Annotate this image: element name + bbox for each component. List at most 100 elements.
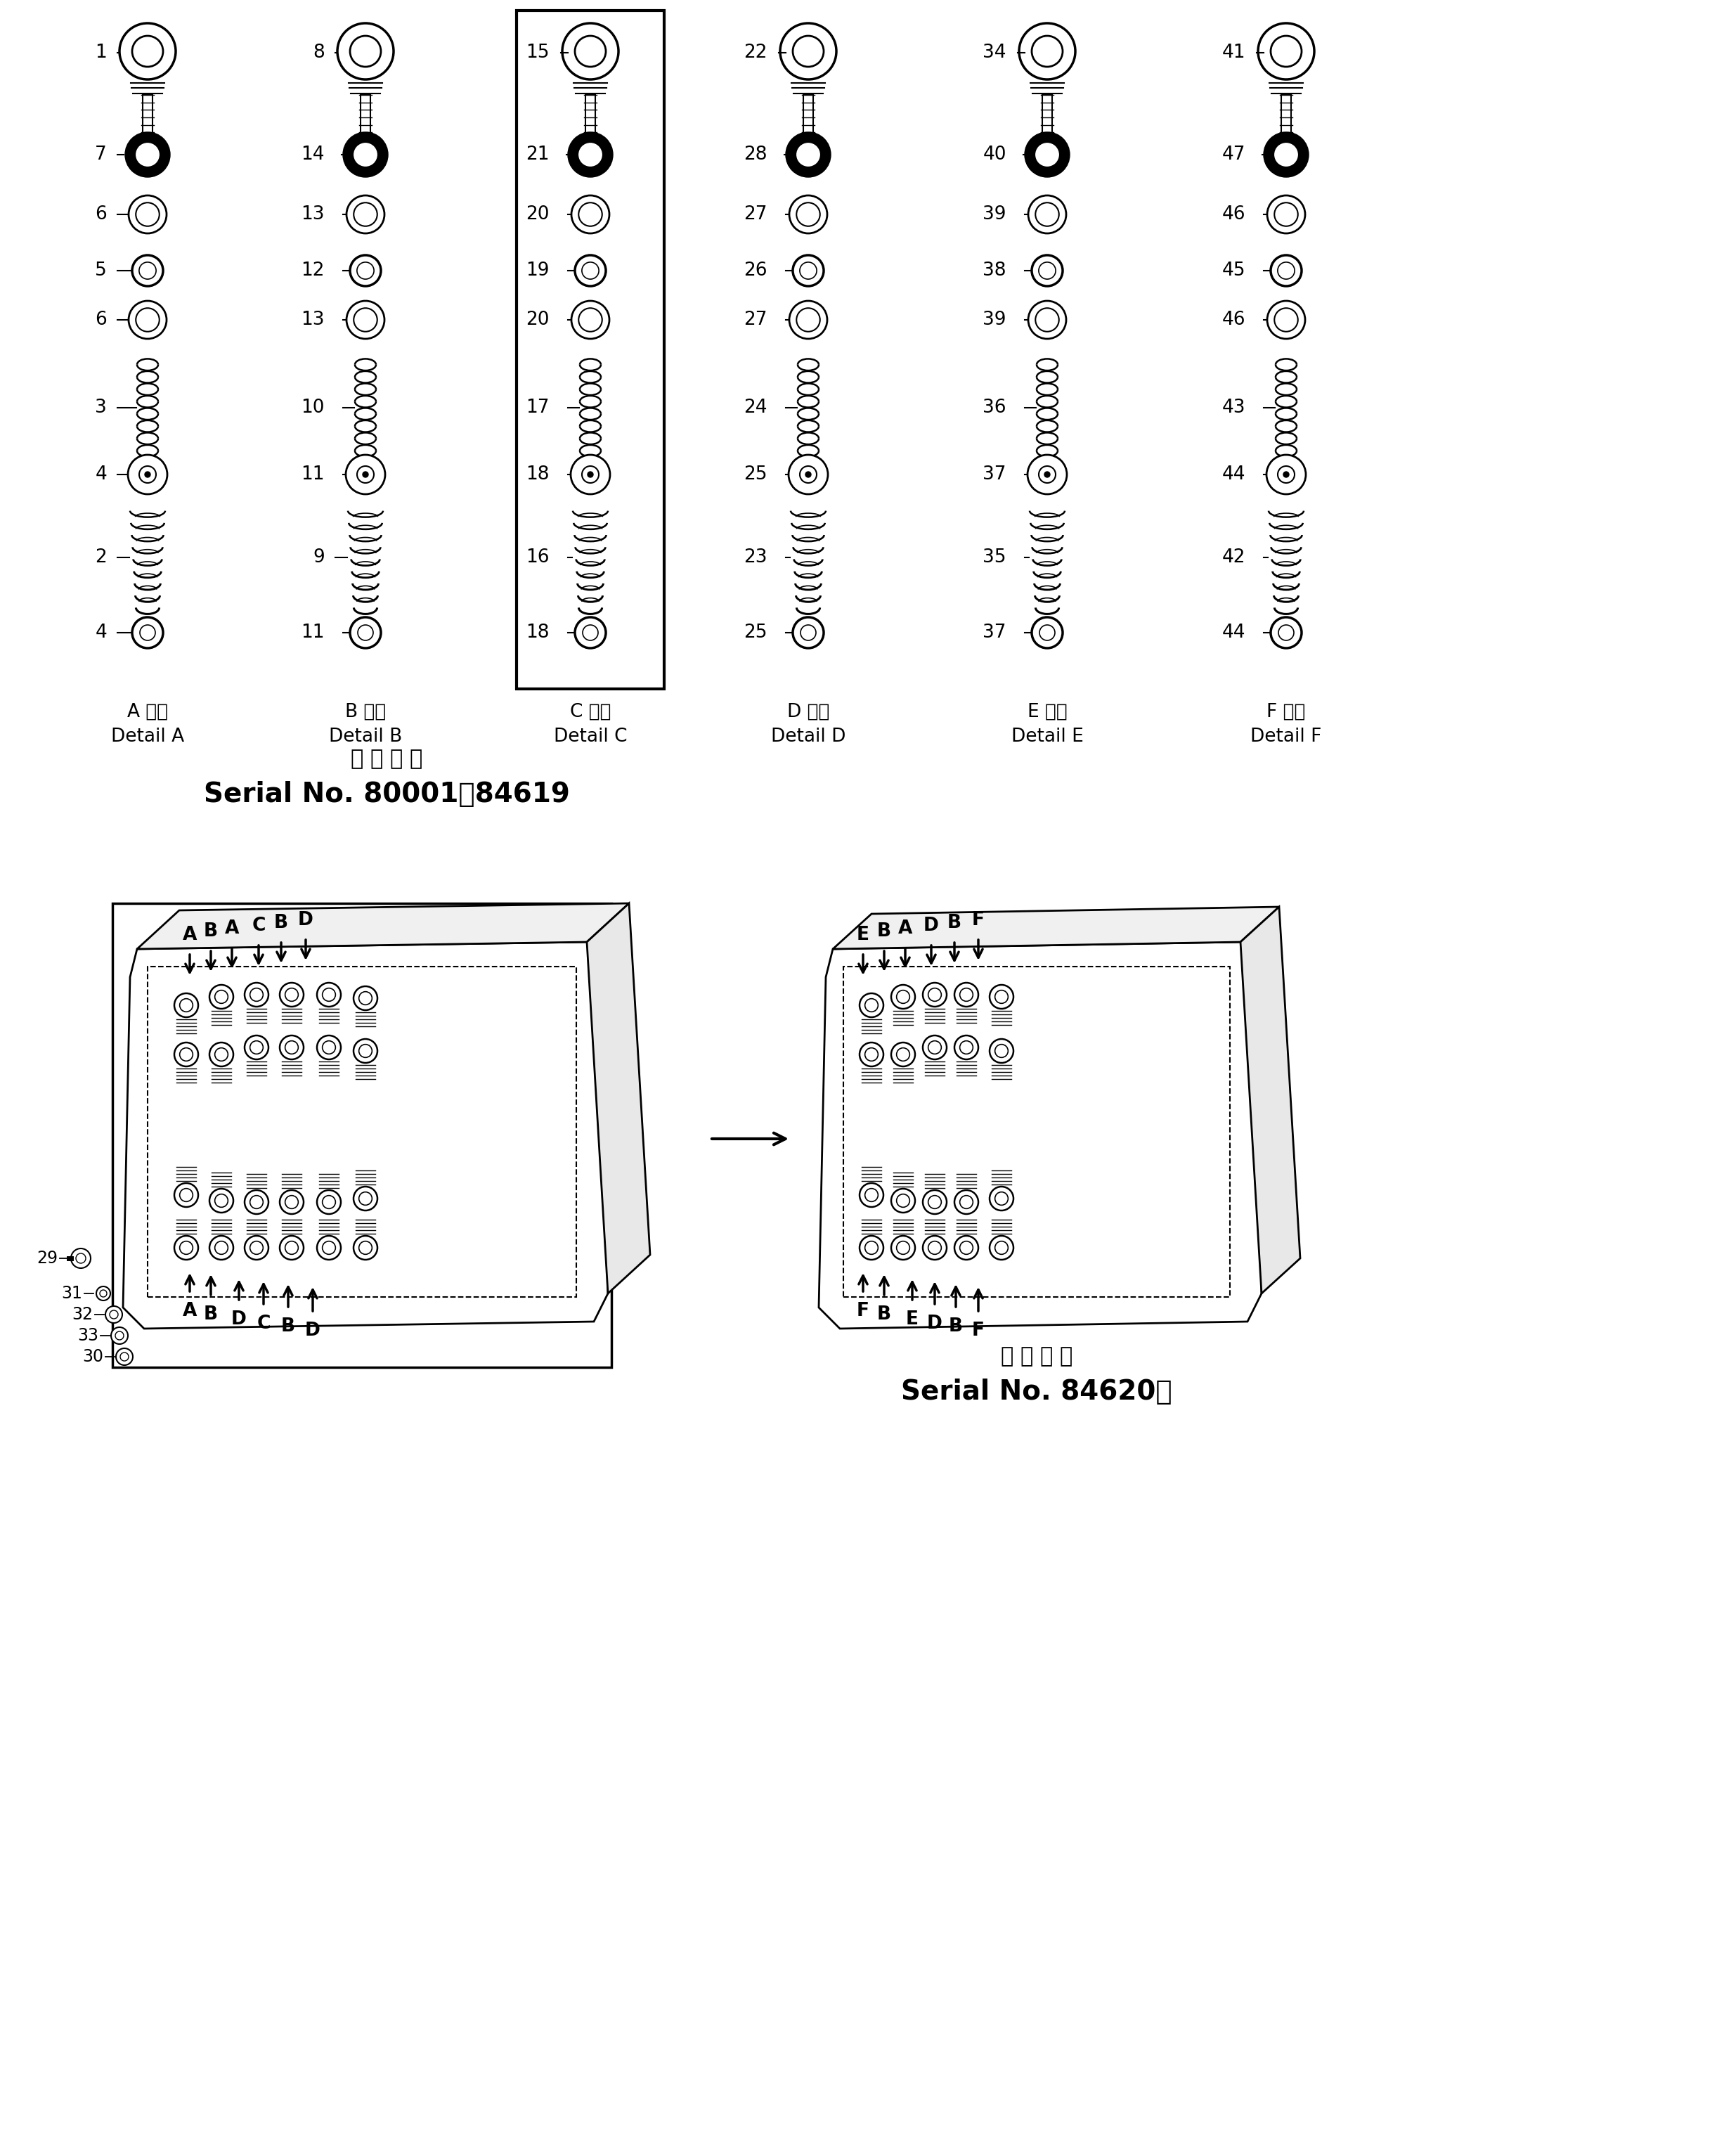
Text: D: D [231, 1311, 247, 1328]
Circle shape [1024, 132, 1069, 177]
Text: 39: 39 [983, 205, 1007, 224]
Circle shape [250, 1041, 264, 1054]
Circle shape [891, 985, 915, 1009]
Text: 39: 39 [983, 310, 1007, 330]
Circle shape [179, 998, 193, 1011]
Text: 43: 43 [1222, 399, 1245, 416]
Circle shape [567, 132, 612, 177]
Circle shape [174, 1044, 198, 1067]
Text: 41: 41 [1222, 43, 1245, 63]
Circle shape [209, 985, 233, 1009]
Text: 適 用 号 機: 適 用 号 機 [1000, 1348, 1072, 1367]
Circle shape [179, 1048, 193, 1061]
Circle shape [1031, 617, 1062, 649]
Text: 31: 31 [62, 1285, 83, 1302]
Circle shape [583, 466, 598, 483]
Text: 25: 25 [745, 623, 767, 642]
Circle shape [250, 987, 264, 1000]
Text: 36: 36 [983, 399, 1007, 416]
Circle shape [793, 617, 824, 649]
Bar [1281, 95, 1291, 155]
Circle shape [1040, 466, 1055, 483]
Circle shape [928, 1041, 941, 1054]
Text: F: F [972, 912, 984, 929]
Circle shape [960, 1242, 972, 1255]
Circle shape [110, 1328, 128, 1343]
Circle shape [357, 466, 374, 483]
Text: 8: 8 [314, 43, 324, 63]
Circle shape [140, 466, 157, 483]
Text: 22: 22 [745, 43, 767, 63]
Circle shape [322, 1041, 336, 1054]
Circle shape [322, 1242, 336, 1255]
Circle shape [891, 1188, 915, 1212]
Text: F: F [857, 1302, 869, 1319]
Circle shape [359, 1192, 372, 1205]
Circle shape [990, 1186, 1014, 1210]
Polygon shape [833, 908, 1279, 949]
Text: 3: 3 [95, 399, 107, 416]
Text: 13: 13 [302, 205, 324, 224]
Circle shape [209, 1235, 233, 1259]
Text: B: B [878, 1304, 891, 1324]
Circle shape [1271, 617, 1302, 649]
Circle shape [960, 1041, 972, 1054]
Circle shape [865, 1242, 878, 1255]
Circle shape [71, 1248, 91, 1268]
Circle shape [990, 1039, 1014, 1063]
Text: A: A [898, 918, 912, 938]
Circle shape [250, 1194, 264, 1210]
Bar [112, 903, 612, 1367]
Text: E: E [857, 925, 869, 944]
Text: 15: 15 [526, 43, 550, 63]
Circle shape [353, 142, 378, 166]
Text: Detail D: Detail D [771, 727, 845, 746]
Circle shape [317, 983, 341, 1007]
Circle shape [133, 617, 164, 649]
Circle shape [1028, 455, 1067, 494]
Text: D: D [924, 916, 940, 936]
Text: B: B [948, 1317, 964, 1335]
Circle shape [796, 308, 821, 332]
Circle shape [574, 617, 605, 649]
Circle shape [800, 625, 815, 640]
Text: B: B [948, 914, 962, 931]
Bar [803, 95, 814, 155]
Circle shape [860, 1235, 883, 1259]
Circle shape [347, 455, 384, 494]
Circle shape [126, 132, 171, 177]
Circle shape [353, 203, 378, 226]
Text: 34: 34 [983, 43, 1007, 63]
Polygon shape [586, 903, 650, 1294]
Text: 44: 44 [1222, 466, 1245, 483]
Circle shape [350, 254, 381, 287]
Circle shape [955, 983, 978, 1007]
Circle shape [140, 263, 157, 278]
Circle shape [579, 203, 602, 226]
Circle shape [800, 466, 817, 483]
Text: B: B [281, 1317, 295, 1335]
Text: A: A [183, 925, 197, 944]
Text: 6: 6 [95, 205, 107, 224]
Circle shape [338, 24, 393, 80]
Text: 26: 26 [745, 261, 767, 280]
Circle shape [793, 37, 824, 67]
Circle shape [174, 1235, 198, 1259]
Circle shape [865, 1188, 878, 1201]
Circle shape [860, 1044, 883, 1067]
Circle shape [990, 1235, 1014, 1259]
Circle shape [1038, 263, 1055, 278]
Circle shape [922, 983, 946, 1007]
Circle shape [250, 1242, 264, 1255]
Circle shape [571, 196, 609, 233]
Circle shape [928, 1194, 941, 1210]
Circle shape [955, 1235, 978, 1259]
Text: 40: 40 [983, 144, 1007, 164]
Text: 27: 27 [745, 205, 767, 224]
Text: 32: 32 [72, 1307, 93, 1324]
Text: 16: 16 [526, 548, 550, 567]
Circle shape [140, 625, 155, 640]
Text: F: F [972, 1322, 984, 1339]
Circle shape [860, 1184, 883, 1207]
Bar [143, 95, 152, 155]
